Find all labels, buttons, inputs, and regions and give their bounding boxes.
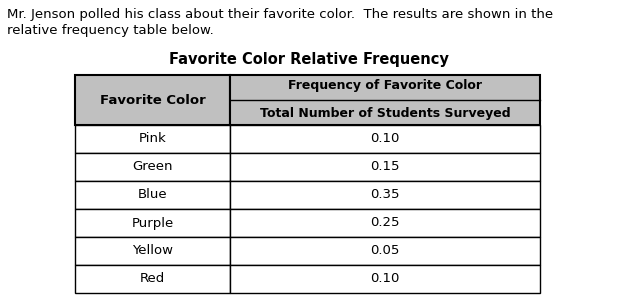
Text: 0.10: 0.10 (370, 272, 400, 286)
Bar (75, 181, 230, 209)
Text: 0.35: 0.35 (370, 188, 400, 202)
Text: Favorite Color: Favorite Color (99, 94, 205, 106)
Bar (230, 181, 540, 209)
Bar (75, 209, 230, 237)
Bar (75, 75, 230, 125)
Bar (230, 265, 540, 293)
Text: Red: Red (140, 272, 165, 286)
Text: Total Number of Students Surveyed: Total Number of Students Surveyed (260, 106, 510, 120)
Bar (230, 209, 540, 237)
Bar (75, 153, 230, 181)
Text: 0.25: 0.25 (370, 216, 400, 230)
Text: Pink: Pink (139, 132, 167, 146)
Text: 0.15: 0.15 (370, 161, 400, 173)
Text: Mr. Jenson polled his class about their favorite color.  The results are shown i: Mr. Jenson polled his class about their … (7, 8, 553, 21)
Text: relative frequency table below.: relative frequency table below. (7, 24, 213, 37)
Text: Frequency of Favorite Color: Frequency of Favorite Color (288, 80, 482, 92)
Bar (75, 237, 230, 265)
Bar (75, 265, 230, 293)
Text: Blue: Blue (138, 188, 167, 202)
Bar (230, 75, 540, 125)
Bar (230, 125, 540, 153)
Bar (75, 125, 230, 153)
Text: Purple: Purple (131, 216, 173, 230)
Text: Yellow: Yellow (132, 245, 173, 257)
Text: Green: Green (132, 161, 173, 173)
Text: 0.10: 0.10 (370, 132, 400, 146)
Bar (230, 153, 540, 181)
Text: 0.05: 0.05 (370, 245, 400, 257)
Bar (230, 237, 540, 265)
Text: Favorite Color Relative Frequency: Favorite Color Relative Frequency (168, 52, 449, 67)
